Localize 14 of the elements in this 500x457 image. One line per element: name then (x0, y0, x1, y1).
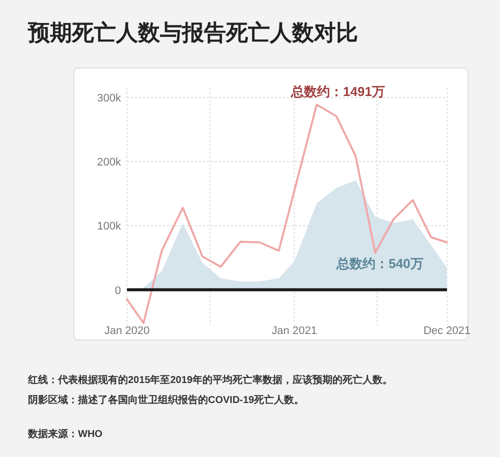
y-tick-label: 300k (97, 92, 122, 105)
x-tick-label: Jan 2021 (272, 325, 317, 337)
text: 阴影区域：描述了各国向世卫组织报告的COVID-19死亡人数。 (28, 394, 304, 406)
line-series (126, 104, 448, 324)
annotation: 总数约：540万 (336, 256, 424, 271)
text: 红线：代表根据现有的2015年至2019年的平均死亡率数据，应该预期的死亡人数。 (27, 374, 392, 386)
annotation: 总数约：1491万 (290, 84, 385, 99)
chart-title: 预期死亡人数与报告死亡人数对比 (27, 20, 358, 45)
y-tick-label: 0 (114, 284, 121, 297)
y-tick-label: 100k (97, 220, 122, 233)
y-tick-label: 200k (97, 156, 122, 169)
source-note: 数据来源：WHO (27, 428, 103, 440)
x-tick-label: Jan 2020 (104, 325, 150, 337)
x-tick-label: Dec 2021 (423, 325, 471, 337)
